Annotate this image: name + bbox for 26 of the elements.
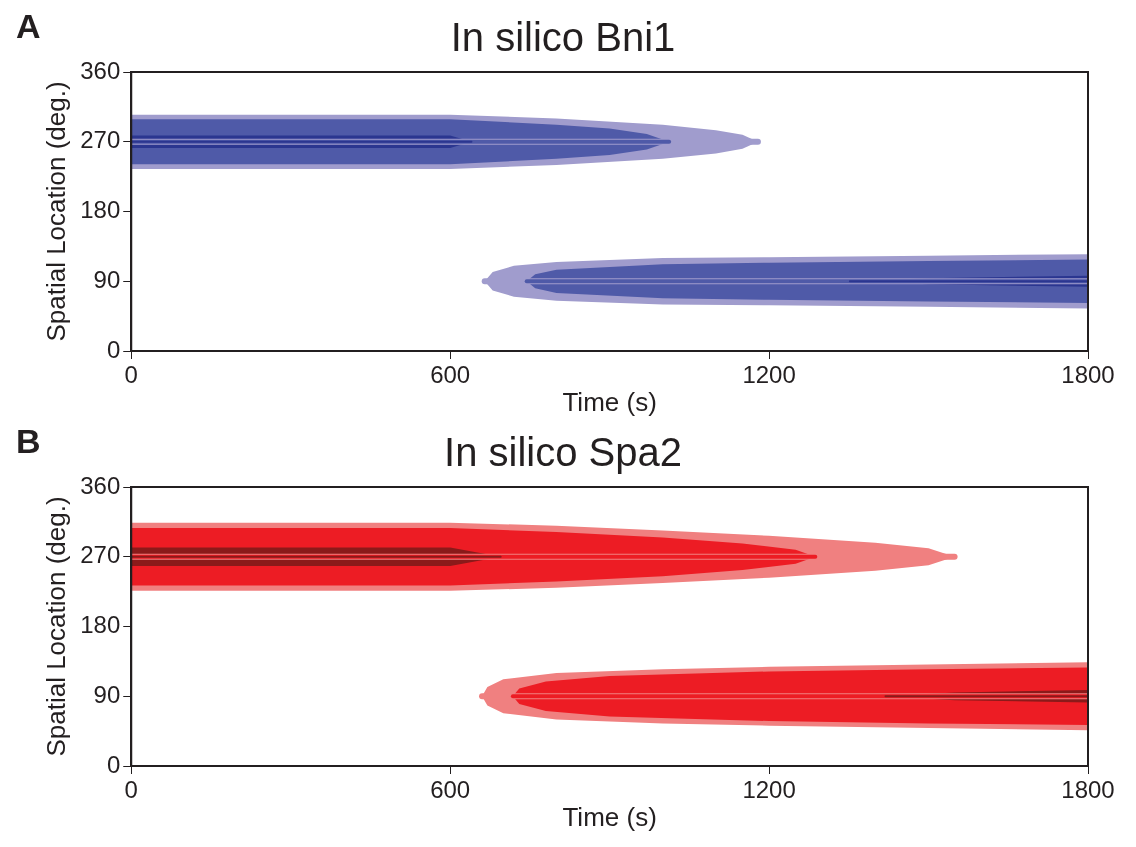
y-tick-label: 180 — [80, 196, 121, 224]
x-tick-label: 1200 — [742, 776, 796, 804]
x-tick-label: 0 — [124, 776, 138, 804]
text: B — [16, 422, 41, 461]
x-axis-title: Time (s) — [562, 386, 657, 417]
y-tick-label: 270 — [80, 541, 121, 569]
x-tick-label: 1800 — [1061, 361, 1115, 389]
y-tick-label: 90 — [93, 680, 121, 708]
y-tick-label: 270 — [80, 126, 121, 154]
x-tick-label: 1200 — [742, 361, 796, 389]
x-tick-label: 600 — [430, 776, 471, 804]
chart-title: In silico Spa2 — [444, 430, 682, 475]
chart-title: In silico Bni1 — [450, 15, 676, 60]
text: A — [16, 7, 41, 46]
y-tick-label: 90 — [93, 265, 121, 293]
x-axis-title: Time (s) — [562, 801, 657, 832]
x-tick-label: 0 — [124, 361, 138, 389]
y-tick-label: 180 — [80, 611, 121, 639]
x-tick-label: 600 — [430, 361, 471, 389]
y-axis-title: Spatial Location (deg.) — [40, 496, 71, 757]
y-axis-title: Spatial Location (deg.) — [40, 81, 71, 342]
y-tick-label: 360 — [80, 471, 121, 499]
y-tick-label: 0 — [106, 335, 121, 363]
y-tick-label: 360 — [80, 56, 121, 84]
y-tick-label: 0 — [106, 750, 121, 778]
x-tick-label: 1800 — [1061, 776, 1115, 804]
